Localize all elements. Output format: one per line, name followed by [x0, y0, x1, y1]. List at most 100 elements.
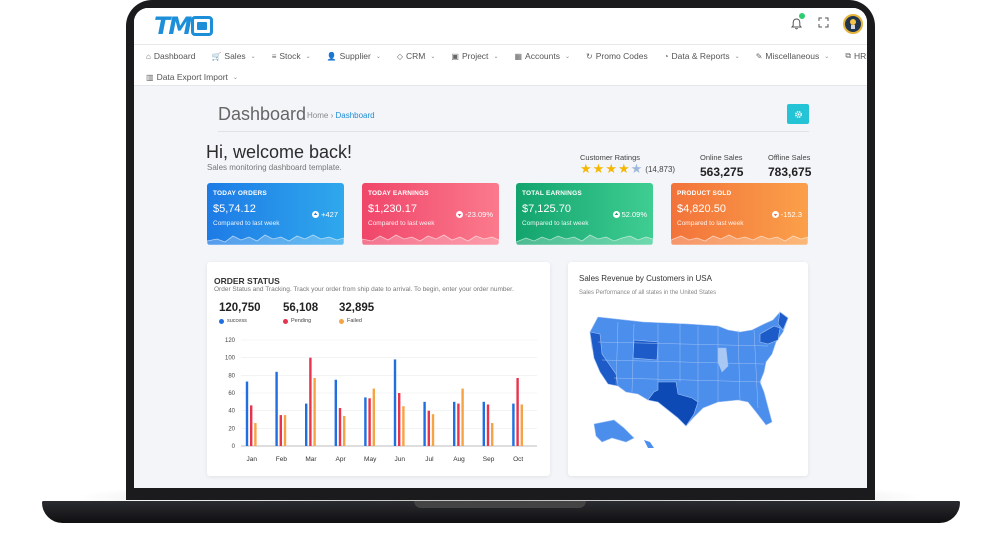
bar-pending-jun	[398, 393, 401, 446]
nav-item-miscellaneous[interactable]: ✎ Miscellaneous ⌄	[756, 51, 830, 61]
main-nav: ⌂ Dashboard 🛒 Sales ⌄ ≡ Stock ⌄ 👤 Supplier ⌄ ◇ CRM ⌄ ▣…	[134, 44, 867, 86]
kpi-sparkline	[516, 234, 653, 245]
new-york-state[interactable]	[759, 325, 781, 345]
welcome-heading: Hi, welcome back!	[206, 142, 353, 162]
bar-pending-jul	[427, 410, 430, 446]
kpi-card-today-earnings[interactable]: TODAY EARNINGS $1,230.17 Compared to las…	[362, 183, 499, 245]
nav-row-secondary: ▥ Data Export Import ⌄	[146, 72, 254, 82]
alaska-state[interactable]	[593, 419, 635, 443]
bar-success-jun	[393, 359, 397, 446]
fullscreen-icon[interactable]	[818, 15, 829, 33]
kpi-value: $1,230.17	[368, 203, 417, 215]
pending-count: 56,108	[283, 302, 319, 314]
top-actions	[788, 13, 867, 34]
bar-failed-feb	[283, 415, 287, 446]
kpi-sparkline	[207, 234, 344, 245]
nav-item-stock[interactable]: ≡ Stock ⌄	[272, 51, 311, 61]
kpi-title: PRODUCT SOLD	[677, 190, 732, 197]
arrow-up-circle-icon	[312, 211, 320, 218]
bar-pending-sep	[486, 404, 490, 446]
page-title: Dashboard	[218, 104, 307, 124]
nav-label: Dashboard	[153, 51, 196, 61]
bar-chart-icon: ▥	[146, 72, 154, 82]
chevron-down-icon: ⌄	[232, 74, 238, 81]
nav-item-promo-codes[interactable]: ↻ Promo Codes	[586, 51, 648, 61]
nav-label: HRM	[854, 51, 867, 61]
bar-pending-apr	[338, 408, 342, 446]
nav-item-hrm[interactable]: ⧉HRM⌄	[845, 51, 867, 61]
hawaii-state[interactable]	[644, 440, 654, 448]
half-star-icon: ★	[630, 161, 643, 176]
breadcrumb-home[interactable]: Home	[307, 111, 329, 120]
kpi-comparison: Compared to last week	[677, 220, 744, 227]
bar-pending-jan	[250, 405, 253, 446]
brand-logo[interactable]: TM	[154, 12, 214, 40]
failed-count: 32,895	[339, 302, 375, 314]
kpi-card-total-earnings[interactable]: TOTAL EARNINGS $7,125.70 Compared to las…	[516, 183, 653, 245]
kpi-sparkline	[671, 234, 808, 245]
user-avatar[interactable]	[843, 14, 863, 34]
nav-label: Data Export Import	[156, 72, 228, 82]
notification-dot	[799, 13, 805, 19]
nav-item-data-reports[interactable]: ◔ Data & Reports ⌄	[664, 51, 740, 61]
nav-item-crm[interactable]: ◇ CRM ⌄	[397, 51, 436, 61]
kpi-change-value: 52.09%	[621, 210, 647, 219]
nav-label: Sales	[224, 51, 246, 61]
chevron-down-icon: ⌄	[430, 53, 436, 60]
maine-state[interactable]	[777, 311, 789, 331]
pie-chart-icon: ◔	[663, 51, 669, 61]
y-tick-label: 60	[228, 391, 235, 397]
bar-success-sep	[482, 401, 485, 446]
nav-item-project[interactable]: ▣ Project ⌄	[451, 51, 498, 61]
star-icon: ★	[605, 161, 617, 176]
bar-success-feb	[275, 371, 278, 446]
cart-icon: 🛒	[211, 51, 222, 61]
app-screen: TM ⌂ Dashboard 🛒 Sales ⌄ ≡ Stock ⌄ 👤 Supplier ⌄ ◇ CR…	[134, 8, 867, 488]
pending-label: Pending	[291, 318, 312, 324]
kpi-title: TODAY EARNINGS	[368, 190, 429, 197]
success-label: success	[227, 318, 247, 324]
bar-success-jul	[423, 401, 426, 446]
success-count: 120,750	[219, 302, 261, 314]
nav-item-sales[interactable]: 🛒 Sales ⌄	[211, 51, 255, 61]
arrow-down-circle-icon	[456, 211, 464, 218]
success-stat: 120,750 success	[219, 302, 261, 324]
notification-bell-icon[interactable]	[788, 13, 805, 33]
kpi-comparison: Compared to last week	[213, 220, 280, 227]
logo-mark	[191, 16, 214, 36]
nav-label: Stock	[279, 51, 301, 61]
nav-item-accounts[interactable]: ▦ Accounts ⌄	[514, 51, 570, 61]
star-icon: ★	[617, 161, 630, 176]
usa-choropleth-map[interactable]	[568, 262, 808, 476]
y-tick-label: 100	[225, 356, 236, 362]
nav-item-data-export-import[interactable]: ▥ Data Export Import ⌄	[146, 72, 238, 82]
nav-item-dashboard[interactable]: ⌂ Dashboard	[146, 51, 195, 61]
settings-button[interactable]	[787, 104, 809, 124]
offline-sales-stat: Offline Sales 783,675	[768, 153, 811, 179]
kpi-title: TODAY ORDERS	[213, 190, 267, 197]
offline-sales-value: 783,675	[768, 165, 812, 179]
texas-state[interactable]	[647, 381, 699, 427]
nav-label: CRM	[406, 51, 426, 61]
kpi-sparkline	[362, 234, 499, 245]
usa-map-panel: Sales Revenue by Customers in USA Sales …	[568, 262, 808, 476]
california-state[interactable]	[589, 331, 619, 387]
kpi-card-today-orders[interactable]: TODAY ORDERS $5,74.12 Compared to last w…	[207, 183, 344, 245]
refresh-icon: ↻	[586, 51, 593, 61]
offline-sales-label: Offline Sales	[768, 153, 811, 162]
kpi-change-value: -23.09%	[465, 210, 493, 219]
x-tick-label: Aug	[453, 456, 465, 463]
chevron-down-icon: ⌄	[375, 53, 381, 60]
kpi-card-product-sold[interactable]: PRODUCT SOLD $4,820.50 Compared to last …	[671, 183, 808, 245]
bar-success-apr	[334, 379, 337, 446]
y-tick-label: 80	[228, 373, 235, 379]
kpi-change: 52.09%	[612, 210, 647, 219]
bar-failed-jul	[431, 414, 435, 446]
nav-item-supplier[interactable]: 👤 Supplier ⌄	[327, 51, 381, 61]
breadcrumb-separator: ›	[330, 111, 334, 120]
nav-label: Data & Reports	[671, 51, 730, 61]
bar-failed-may	[372, 388, 375, 446]
chevron-down-icon: ⌄	[493, 53, 499, 60]
x-tick-label: May	[364, 456, 377, 463]
breadcrumb: Home › Dashboard	[307, 111, 375, 120]
